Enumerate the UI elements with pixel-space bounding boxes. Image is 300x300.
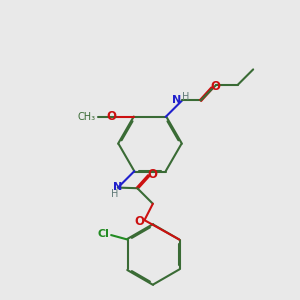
Text: CH₃: CH₃ [77,112,95,122]
Text: H: H [111,189,118,199]
Text: H: H [182,92,189,102]
Text: O: O [211,80,221,93]
Text: O: O [106,110,116,123]
Text: O: O [148,168,158,181]
Text: N: N [172,95,182,105]
Text: N: N [113,182,122,192]
Text: O: O [134,215,144,228]
Text: Cl: Cl [98,229,110,238]
